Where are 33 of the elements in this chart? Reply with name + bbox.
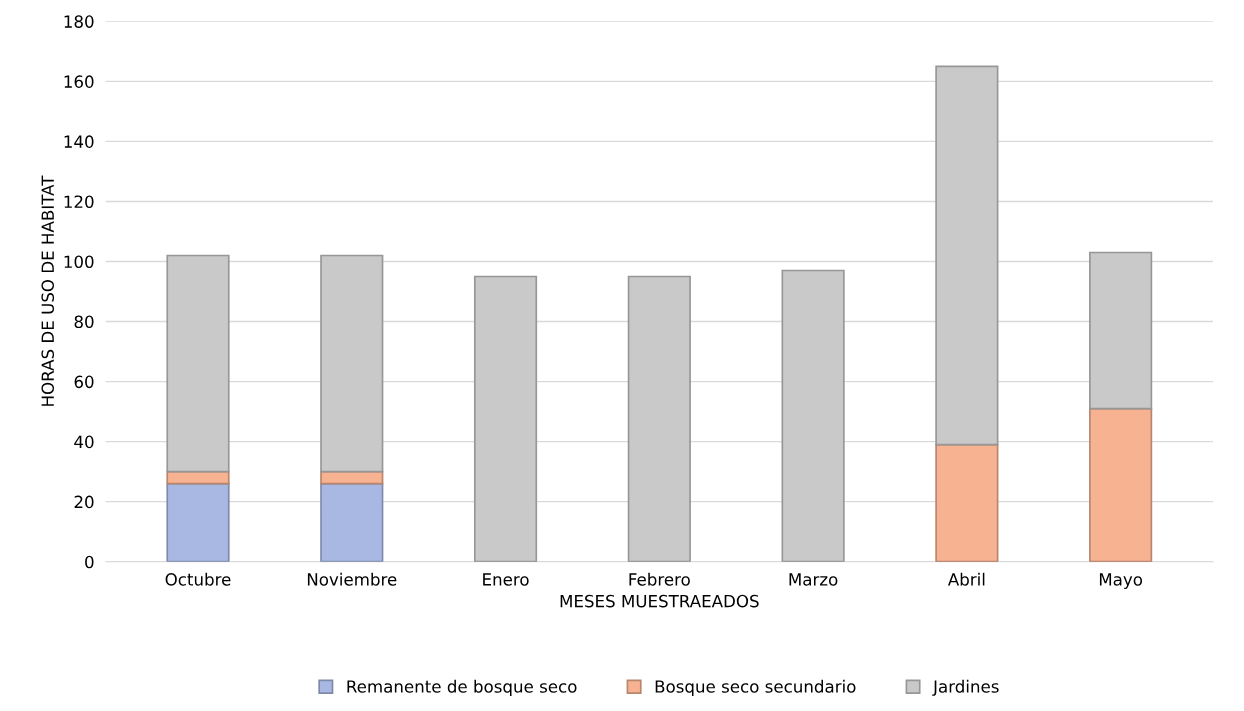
x-tick-label: Enero: [483, 573, 529, 586]
x-tick-label: Noviembre: [307, 572, 397, 586]
y-tick-label: 80: [74, 315, 94, 329]
y-tick-label: 60: [74, 375, 94, 389]
bar: [320, 482, 384, 562]
bar: [935, 65, 999, 446]
y-tick-label: 20: [74, 495, 94, 509]
x-tick-label: Mayo: [1099, 573, 1143, 589]
bar: [166, 482, 230, 562]
x-axis-title: MESES MUESTRAEADOS: [560, 594, 759, 608]
y-tick-label: 120: [64, 195, 94, 209]
y-tick-label: 100: [64, 255, 94, 269]
y-tick-label: 180: [64, 15, 94, 28]
x-tick-label: Marzo: [789, 573, 838, 586]
bar: [473, 275, 538, 562]
bar: [781, 269, 845, 562]
x-tick-label: Febrero: [629, 572, 690, 586]
legend-label: Bosque seco secundario: [655, 679, 856, 696]
y-tick-label: 40: [74, 435, 94, 449]
legend-label: Remanente de bosque seco: [347, 679, 577, 696]
bar: [166, 254, 230, 473]
bar: [627, 275, 691, 562]
x-tick-label: Abril: [947, 572, 985, 586]
legend-label: Jardines: [932, 679, 999, 696]
bar: [1089, 407, 1153, 562]
y-axis-title: HORAS DE USO DE HABITAT: [41, 175, 55, 406]
x-tick-label: Octubre: [165, 572, 231, 586]
y-tick-label: 160: [64, 75, 94, 88]
bar: [935, 443, 999, 562]
bar: [320, 254, 384, 473]
y-tick-label: 140: [64, 135, 94, 148]
y-tick-label: 0: [85, 555, 94, 569]
bar: [1089, 251, 1153, 410]
